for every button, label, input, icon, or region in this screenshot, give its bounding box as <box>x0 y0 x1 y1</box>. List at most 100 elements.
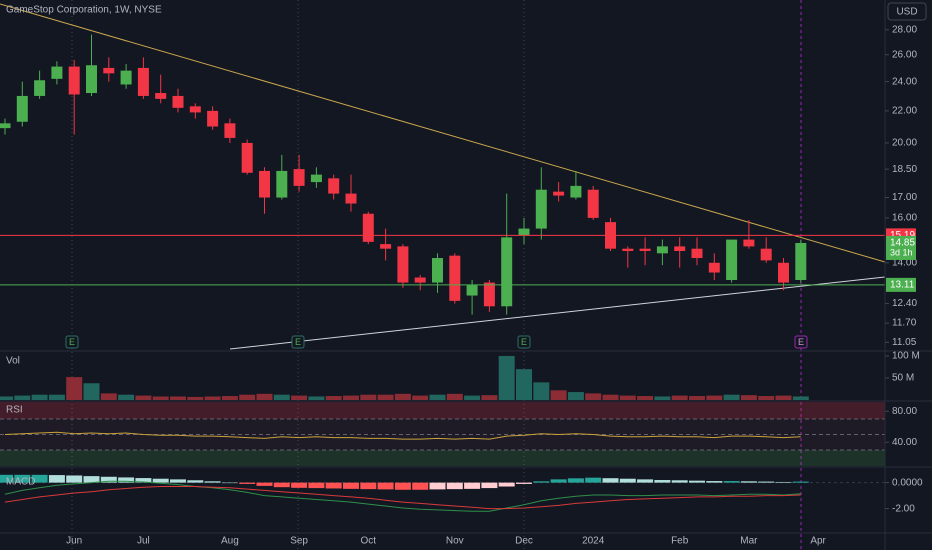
macd-histogram-bar <box>100 476 117 483</box>
volume-bar <box>602 394 619 400</box>
candle-body <box>483 282 495 307</box>
macd-histogram-bar <box>567 478 584 483</box>
earnings-badge[interactable] <box>291 335 305 349</box>
earnings-text[interactable]: E <box>521 337 527 347</box>
x-tick-label: Jun <box>66 536 82 547</box>
candle-body <box>293 169 305 186</box>
currency-label[interactable]: USD <box>896 7 917 18</box>
volume-bar <box>0 396 13 400</box>
macd-histogram-bar <box>239 482 256 484</box>
macd-histogram-bar <box>481 482 498 489</box>
candle-body <box>224 123 236 138</box>
volume-bar <box>221 396 238 400</box>
volume-bar <box>481 395 498 400</box>
macd-histogram-bar <box>360 482 377 490</box>
macd-histogram-bar <box>775 481 792 483</box>
macd-histogram-bar <box>83 476 100 483</box>
volume-bar <box>394 393 411 400</box>
earnings-badge[interactable] <box>65 335 79 349</box>
earnings-text[interactable]: E <box>69 337 75 347</box>
candle-body <box>51 66 63 79</box>
macd-histogram-bar <box>377 482 394 490</box>
earnings-marker[interactable]: E <box>794 335 808 349</box>
volume-bar <box>723 394 740 400</box>
macd-histogram-bar <box>394 482 411 490</box>
candle-body <box>103 67 115 74</box>
candle-body <box>207 110 219 127</box>
candle-body <box>535 189 547 229</box>
chart-title: GameStop Corporation, 1W, NYSE <box>6 5 162 16</box>
macd-histogram-bar <box>152 478 169 483</box>
earnings-text[interactable]: E <box>798 337 804 347</box>
macd-histogram-bar <box>464 482 481 489</box>
volume-bar <box>775 395 792 400</box>
macd-histogram-bar <box>256 482 273 486</box>
volume-bar <box>706 395 723 400</box>
candle-body <box>466 285 478 296</box>
panel-title: Vol <box>6 356 20 367</box>
volume-bar <box>550 390 567 400</box>
candle-body <box>656 246 668 254</box>
y-tick-label: 100 M <box>892 351 920 362</box>
macd-histogram-bar <box>429 482 446 490</box>
volume-bar <box>31 394 48 400</box>
overbought-zone <box>0 402 885 420</box>
x-tick-label: Dec <box>515 536 533 547</box>
y-tick-label: 11.05 <box>892 337 917 348</box>
volume-bar <box>118 394 135 400</box>
volume-bar <box>273 394 290 400</box>
macd-histogram-bar <box>343 482 359 489</box>
macd-histogram-bar <box>170 479 186 483</box>
x-tick-label: Aug <box>221 536 239 547</box>
candle-body <box>241 142 253 173</box>
volume-bar <box>619 395 636 400</box>
panel-title: RSI <box>6 405 23 416</box>
y-tick-label: 17.00 <box>892 192 917 203</box>
volume-bar <box>412 395 429 400</box>
x-tick-label: Oct <box>361 536 377 547</box>
candle-body <box>172 95 184 108</box>
earnings-badge[interactable] <box>794 335 808 349</box>
candle-body <box>259 170 270 198</box>
macd-histogram-bar <box>14 474 31 483</box>
macd-histogram-bar <box>291 482 308 488</box>
currency-button[interactable] <box>887 2 927 21</box>
macd-histogram-bar <box>118 477 135 483</box>
volume-bar <box>204 396 221 400</box>
x-tick-label: Apr <box>810 536 826 547</box>
y-tick-label: 24.00 <box>892 76 917 87</box>
earnings-marker[interactable]: E <box>291 335 305 349</box>
volume-bar <box>740 395 757 400</box>
macd-histogram-bar <box>689 480 705 483</box>
earnings-marker[interactable]: E <box>65 335 79 349</box>
macd-histogram-bar <box>135 478 152 483</box>
candle-body <box>120 70 132 85</box>
candle-body <box>432 258 443 283</box>
volume-bar <box>637 396 654 400</box>
y-tick-label: 11.70 <box>892 318 917 329</box>
macd-histogram-bar <box>204 481 221 483</box>
earnings-badge[interactable] <box>517 335 531 349</box>
x-tick-label: Sep <box>290 536 308 547</box>
candle-body <box>778 262 789 283</box>
macd-histogram-bar <box>66 475 83 483</box>
candle-body <box>587 189 599 218</box>
x-tick-label: Jul <box>137 536 150 547</box>
earnings-marker[interactable]: E <box>517 335 531 349</box>
candle-body <box>414 277 426 283</box>
x-tick-label: Mar <box>740 536 758 547</box>
macd-histogram-bar <box>412 482 429 490</box>
volume-bar <box>360 394 377 400</box>
earnings-text[interactable]: E <box>295 337 301 347</box>
macd-histogram-bar <box>31 474 48 483</box>
candle-body <box>449 255 461 301</box>
candle-body <box>397 246 409 283</box>
macd-histogram-bar <box>221 482 238 484</box>
macd-histogram-bar <box>723 481 740 483</box>
candle-body <box>16 95 28 122</box>
candle-body <box>34 80 46 96</box>
volume-bar <box>533 382 550 400</box>
price-label: 15.19 <box>890 230 915 241</box>
volume-bar <box>516 369 532 400</box>
